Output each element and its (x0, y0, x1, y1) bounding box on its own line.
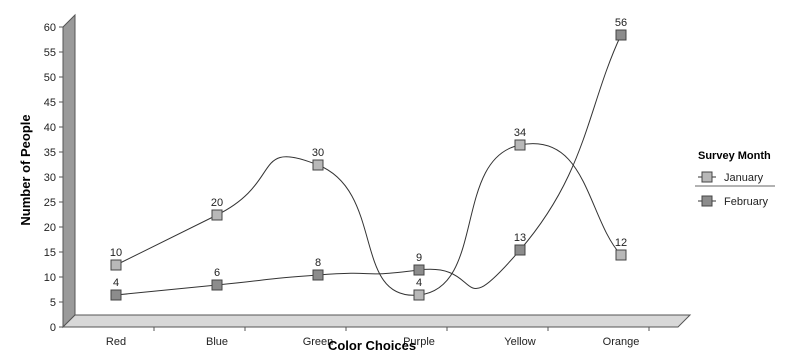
series-markers (110, 29, 627, 301)
y-tick-label: 30 (44, 172, 56, 184)
data-label-february: 4 (113, 277, 119, 289)
y-tick-label: 60 (44, 22, 56, 34)
data-label-january: 12 (615, 237, 627, 249)
data-point-february (615, 29, 627, 41)
x-axis-ticks: Red Blue Green Purple Yellow Orange (106, 327, 650, 348)
data-label-january: 34 (514, 127, 526, 139)
data-point-january (110, 259, 122, 271)
series-line-february (115, 34, 622, 296)
data-point-january (211, 209, 223, 221)
x-tick-label: Yellow (504, 336, 535, 348)
legend-label: January (724, 172, 764, 184)
y-tick-label: 50 (44, 72, 56, 84)
data-label-january: 20 (211, 197, 223, 209)
data-label-february: 56 (615, 17, 627, 29)
data-label-january: 30 (312, 147, 324, 159)
y-tick-label: 55 (44, 47, 56, 59)
legend-title: Survey Month (698, 150, 771, 162)
x-tick-label: Green (303, 336, 334, 348)
data-label-january: 10 (110, 247, 122, 259)
data-point-february (413, 264, 425, 276)
legend-label: February (724, 196, 769, 208)
data-point-january (514, 139, 526, 151)
y-tick-label: 40 (44, 122, 56, 134)
data-label-february: 6 (214, 267, 220, 279)
data-point-february (110, 289, 122, 301)
y-tick-label: 45 (44, 97, 56, 109)
data-label-january: 4 (416, 277, 422, 289)
y-tick-label: 0 (50, 322, 56, 334)
x-tick-label: Red (106, 336, 126, 348)
data-point-february (514, 244, 526, 256)
legend: Survey Month January February (695, 150, 775, 208)
y-axis-ticks: 0 5 10 15 20 25 30 35 40 45 50 55 60 (44, 22, 63, 334)
chart-frame (61, 13, 692, 329)
data-point-january (312, 159, 324, 171)
x-tick-label: Blue (206, 336, 228, 348)
y-tick-label: 15 (44, 247, 56, 259)
data-label-february: 8 (315, 257, 321, 269)
data-point-february (312, 269, 324, 281)
data-point-january (413, 289, 425, 301)
x-tick-label: Orange (603, 336, 640, 348)
y-tick-label: 25 (44, 197, 56, 209)
y-axis-title: Number of People (18, 114, 33, 225)
series-lines (115, 34, 622, 296)
x-tick-label: Purple (403, 336, 435, 348)
legend-marker (701, 171, 713, 183)
legend-marker (701, 195, 713, 207)
series-line-january (115, 143, 622, 296)
y-tick-label: 35 (44, 147, 56, 159)
y-tick-label: 10 (44, 272, 56, 284)
x-axis-title: Color Choices (328, 338, 416, 353)
data-label-february: 13 (514, 232, 526, 244)
x-axis-floor (61, 314, 692, 328)
data-point-january (615, 249, 627, 261)
y-tick-label: 5 (50, 297, 56, 309)
y-tick-label: 20 (44, 222, 56, 234)
data-point-february (211, 279, 223, 291)
data-label-february: 9 (416, 252, 422, 264)
data-labels: 10 20 30 4 34 12 4 6 8 9 13 56 (110, 17, 627, 289)
y-axis-wall (62, 13, 76, 329)
